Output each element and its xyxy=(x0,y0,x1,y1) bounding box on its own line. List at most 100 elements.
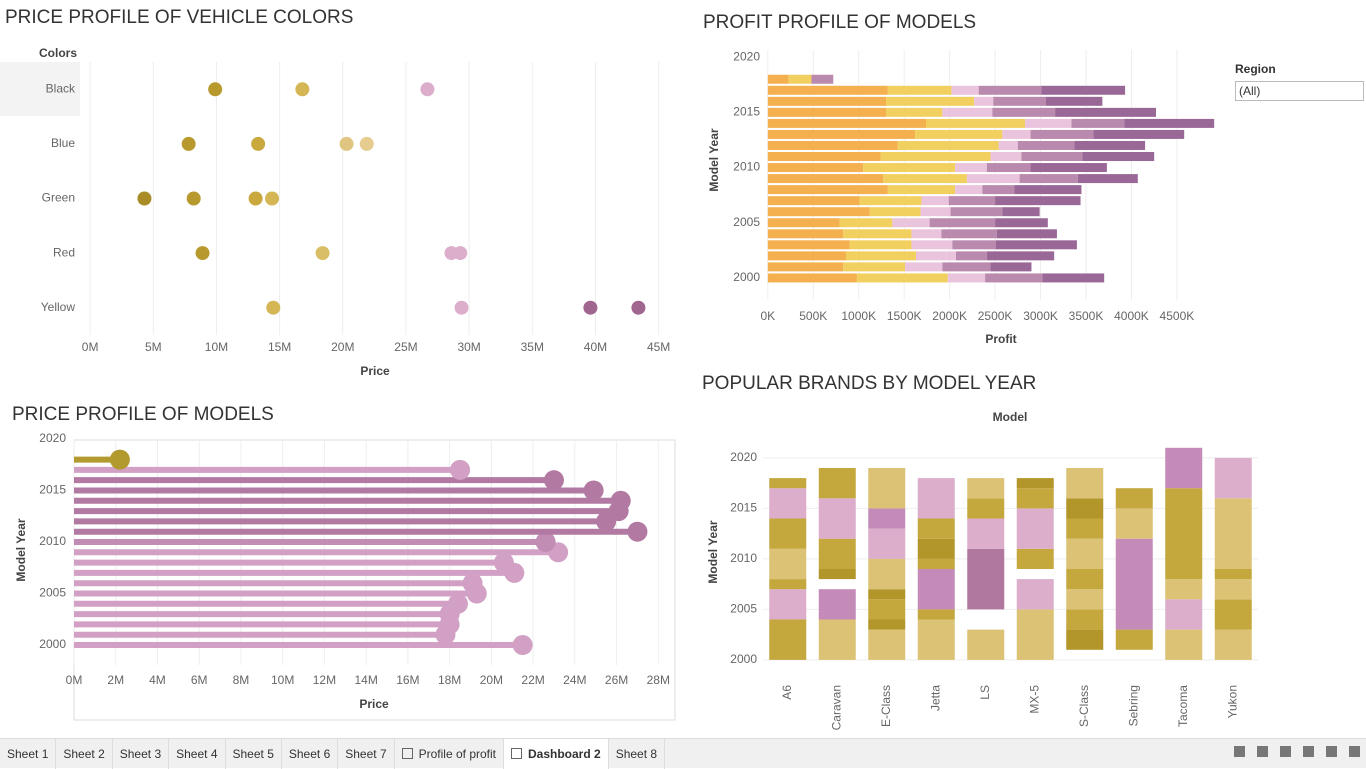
bar-segment xyxy=(767,74,789,84)
bar-segment xyxy=(767,163,864,173)
bar-segment xyxy=(1030,129,1094,139)
range-segment xyxy=(917,609,955,620)
dot xyxy=(208,82,223,97)
tool-icon[interactable] xyxy=(1257,746,1268,757)
tool-icon[interactable] xyxy=(1303,746,1314,757)
sheet-tab[interactable]: Sheet 3 xyxy=(113,738,170,769)
bar-segment xyxy=(974,96,994,106)
range-segment xyxy=(1165,447,1203,489)
y-tick-label: 2010 xyxy=(730,551,757,565)
sheet-tab[interactable]: Sheet 7 xyxy=(338,738,395,769)
bar-segment xyxy=(915,129,1003,139)
bar-segment xyxy=(1025,118,1072,128)
lollipop-head xyxy=(535,531,556,552)
range-segment xyxy=(1066,568,1104,590)
filter-dropdown[interactable]: (All) xyxy=(1235,81,1364,101)
range-segment xyxy=(1214,498,1252,569)
bar-segment xyxy=(911,240,953,250)
tab-label: Profile of profit xyxy=(418,746,496,761)
bar-segment xyxy=(1055,107,1156,117)
lollipop-head xyxy=(462,573,483,594)
lollipop-head xyxy=(543,470,564,491)
bar-segment xyxy=(1082,152,1155,162)
range-segment xyxy=(868,589,906,600)
x-tick-label: 15M xyxy=(268,340,291,354)
range-segment xyxy=(1016,488,1054,509)
x-tick-label: LS xyxy=(978,685,992,700)
x-tick-label: 2000K xyxy=(932,309,967,323)
bar-segment xyxy=(767,96,886,106)
range-segment xyxy=(917,619,955,660)
range-segment xyxy=(1115,538,1153,630)
bar-segment xyxy=(996,240,1077,250)
sheet-tab[interactable]: Profile of profit xyxy=(395,738,504,769)
sheet-tab[interactable]: Sheet 1 xyxy=(0,738,57,769)
region-filter: Region (All) xyxy=(1235,62,1364,101)
range-segment xyxy=(769,478,807,489)
x-tick-label: 4000K xyxy=(1114,309,1149,323)
bar-segment xyxy=(996,229,1057,239)
range-segment xyxy=(818,498,856,539)
bar-segment xyxy=(1077,174,1138,184)
tool-icon[interactable] xyxy=(1280,746,1291,757)
sheet-tab[interactable]: Sheet 2 xyxy=(56,738,113,769)
bar-segment xyxy=(1124,118,1215,128)
bar-segment xyxy=(920,207,951,217)
range-segment xyxy=(1016,548,1054,569)
sheet-tab[interactable]: Sheet 4 xyxy=(169,738,226,769)
x-tick-label: Yukon xyxy=(1225,685,1239,718)
range-segment xyxy=(1115,508,1153,539)
x-tick-label: 12M xyxy=(313,673,336,687)
range-segment xyxy=(967,518,1005,549)
sheet-tab[interactable]: Dashboard 2 xyxy=(504,738,609,769)
x-tick-label: 2500K xyxy=(978,309,1013,323)
tool-icon[interactable] xyxy=(1349,746,1360,757)
dot xyxy=(453,246,468,261)
range-segment xyxy=(1115,629,1153,650)
bar-segment xyxy=(767,152,881,162)
bar-segment xyxy=(985,273,1043,283)
range-segment xyxy=(917,538,955,559)
bar-segment xyxy=(1030,163,1107,173)
range-segment xyxy=(769,589,807,620)
bar-segment xyxy=(843,229,912,239)
dot xyxy=(359,136,374,151)
bar-segment xyxy=(995,218,1048,228)
x-tick-label: 4M xyxy=(149,673,166,687)
bar-segment xyxy=(767,85,888,95)
x-tick-label: 4500K xyxy=(1160,309,1195,323)
range-segment xyxy=(917,568,955,610)
bar-segment xyxy=(843,262,906,272)
range-segment xyxy=(818,467,856,499)
bar-segment xyxy=(993,96,1046,106)
y-tick-label: 2015 xyxy=(730,501,757,515)
bar-segment xyxy=(1002,207,1040,217)
bar-segment xyxy=(1074,140,1146,150)
tool-icon[interactable] xyxy=(1234,746,1245,757)
y-tick-label: 2010 xyxy=(733,160,760,174)
sheet-tab[interactable]: Sheet 6 xyxy=(282,738,339,769)
range-segment xyxy=(967,498,1005,519)
range-segment xyxy=(917,478,955,519)
column-header: Model xyxy=(993,410,1028,424)
sheet-tab[interactable]: Sheet 5 xyxy=(226,738,282,769)
bar-segment xyxy=(767,107,886,117)
bar-segment xyxy=(942,262,991,272)
range-segment xyxy=(1016,579,1054,610)
x-tick-label: S-Class xyxy=(1077,685,1091,727)
y-tick-label: 2000 xyxy=(39,637,66,651)
bar-segment xyxy=(811,74,834,84)
range-segment xyxy=(1165,629,1203,660)
tool-icon[interactable] xyxy=(1326,746,1337,757)
dot xyxy=(339,136,354,151)
bar-segment xyxy=(990,152,1022,162)
range-segment xyxy=(818,589,856,620)
bar-segment xyxy=(880,152,991,162)
dashboard-icon xyxy=(401,748,413,759)
range-segment xyxy=(967,629,1005,660)
sheet-tab[interactable]: Sheet 8 xyxy=(609,738,666,769)
x-tick-label: 24M xyxy=(563,673,586,687)
bar-segment xyxy=(767,185,888,195)
bar-segment xyxy=(1002,129,1031,139)
bar-segment xyxy=(767,229,844,239)
